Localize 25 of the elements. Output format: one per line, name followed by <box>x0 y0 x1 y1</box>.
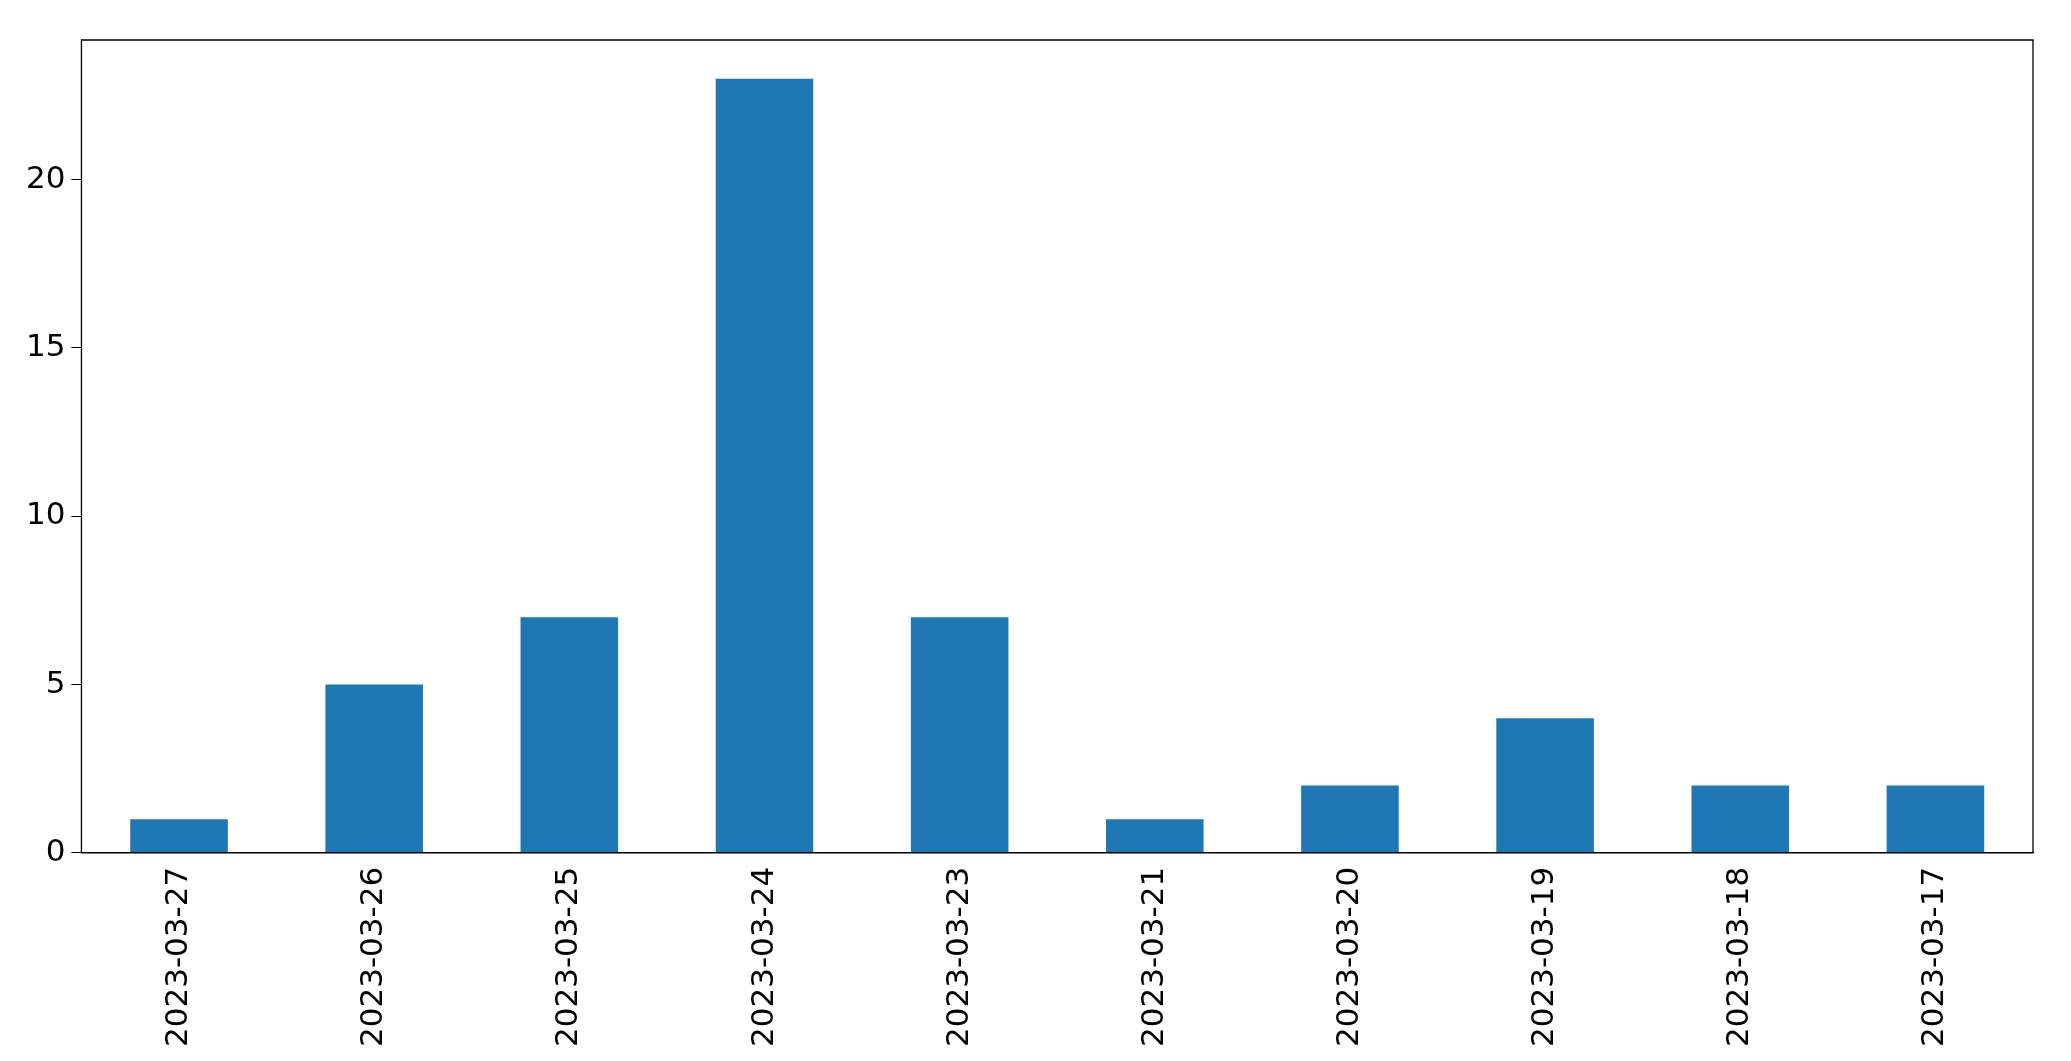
x-tick-label: 2023-03-21 <box>1133 866 1170 1048</box>
bar <box>1886 785 1985 853</box>
y-tick-label: 5 <box>45 663 66 700</box>
x-tick-label: 2023-03-17 <box>1914 866 1951 1048</box>
x-tick-label: 2023-03-18 <box>1719 866 1756 1048</box>
bar <box>1496 718 1594 853</box>
x-tick-label: 2023-03-20 <box>1329 866 1365 1048</box>
bar <box>130 819 228 853</box>
bar <box>715 78 814 853</box>
y-tick-label: 15 <box>25 327 66 364</box>
x-tick-label: 2023-03-27 <box>158 866 195 1048</box>
bar <box>1301 785 1399 853</box>
x-tick-label: 2023-03-23 <box>938 866 975 1048</box>
y-tick-label: 0 <box>45 831 66 868</box>
x-tick-label: 2023-03-26 <box>353 866 390 1048</box>
bar <box>1106 819 1204 853</box>
x-tick-label: 2023-03-25 <box>548 866 585 1048</box>
x-tick-label: 2023-03-24 <box>743 866 780 1048</box>
bar <box>520 617 619 853</box>
bar <box>325 684 423 853</box>
y-tick-label: 20 <box>25 158 66 195</box>
y-tick-label: 10 <box>25 495 66 532</box>
x-tick-label: 2023-03-19 <box>1524 866 1561 1048</box>
bar <box>1691 785 1790 853</box>
bar <box>910 617 1009 853</box>
